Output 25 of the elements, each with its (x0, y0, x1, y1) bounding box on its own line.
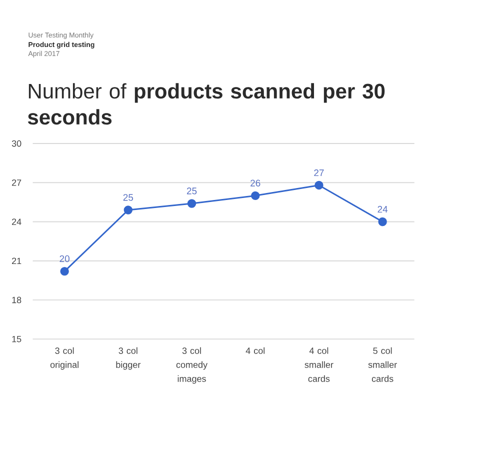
point (60, 266, 69, 276)
data-label: 24 (378, 206, 388, 213)
x-tick-label: 4 col (246, 347, 264, 354)
y-tick-label: 15 (12, 336, 22, 342)
y-tick-label: 18 (12, 296, 22, 304)
x-tick-label: 4 col smaller cards (304, 347, 334, 382)
chart-title: Number of products scanned per 30 seconds (28, 83, 385, 125)
point (251, 191, 260, 200)
data-label: 26 (250, 180, 260, 186)
point (124, 206, 133, 214)
data-label: 20 (60, 255, 70, 262)
point (314, 180, 324, 190)
data-label: 27 (314, 169, 324, 176)
y-tick-label: 24 (12, 218, 22, 225)
x-tick-label: 3 col original (50, 347, 78, 370)
data-label: 25 (123, 194, 134, 201)
x-tick-label: 5 col smaller cards (368, 347, 397, 382)
data-label: 25 (186, 188, 197, 194)
x-tick-label: 3 col bigger (116, 347, 141, 370)
point (378, 217, 387, 226)
y-tick-label: 30 (12, 140, 22, 147)
x-tick-label: 3 col comedy images (176, 347, 208, 384)
y-tick-label: 21 (12, 258, 22, 264)
point (187, 199, 196, 208)
y-tick-label: 27 (12, 179, 22, 186)
